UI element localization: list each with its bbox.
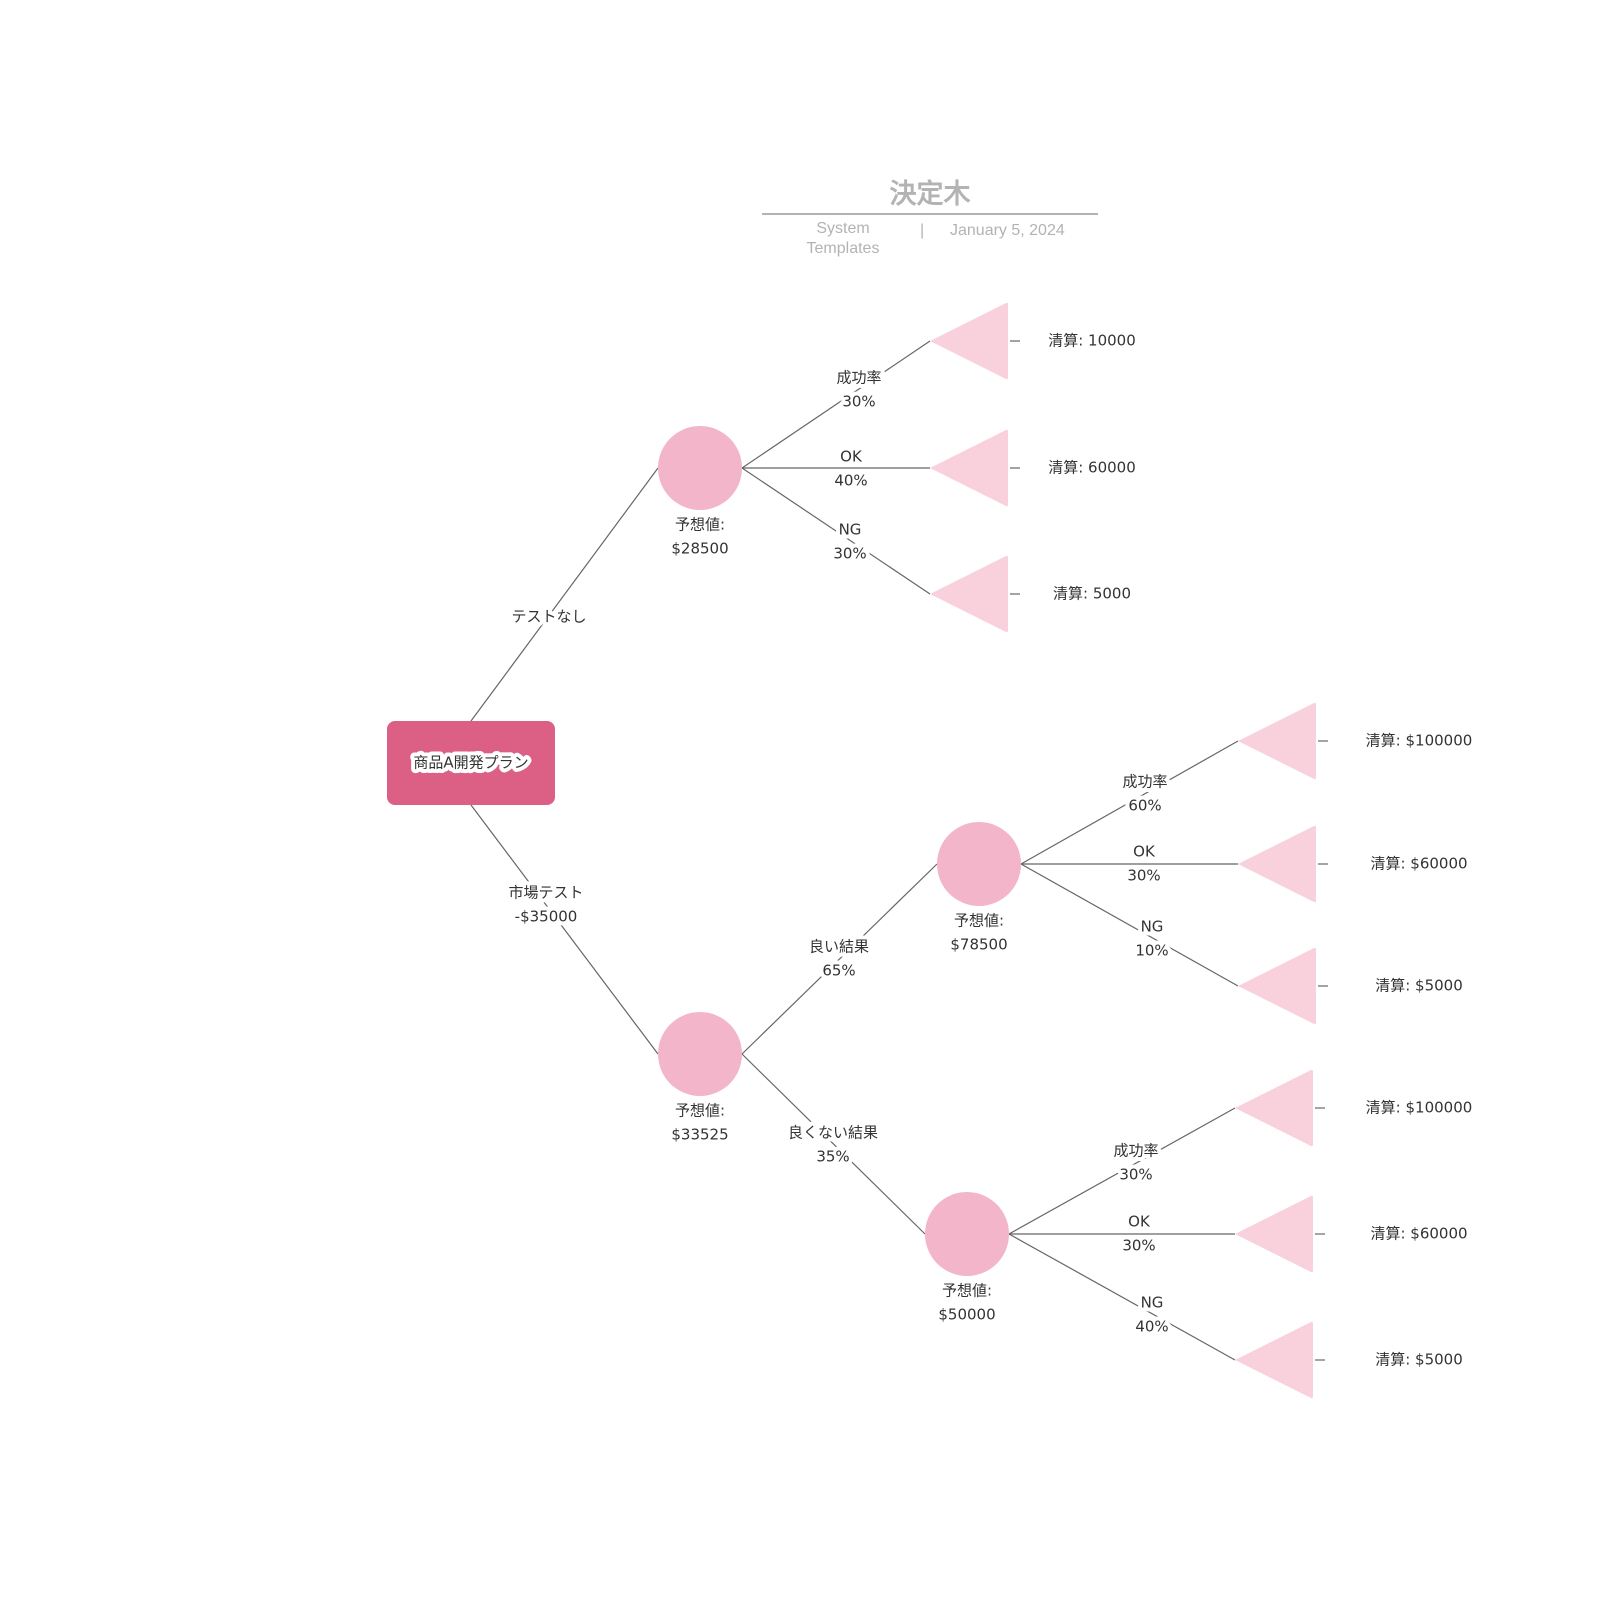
probability-label: 成功率 (1122, 773, 1167, 791)
decision-label: -$35000 (515, 908, 578, 926)
end-node (930, 555, 1008, 633)
probability-label: OK (1133, 843, 1156, 861)
payoff-label: 清算: $60000 (1370, 855, 1467, 873)
probability-label: 40% (1135, 1318, 1168, 1336)
probability-label: 30% (842, 393, 875, 411)
title-divider (762, 213, 1098, 215)
diagram-title: 決定木 (889, 179, 971, 210)
probability-branch (1020, 863, 1239, 987)
probability-branch (1008, 1233, 1236, 1361)
probability-label: 60% (1128, 797, 1161, 815)
probability-label: NG (839, 521, 862, 539)
date-label: January 5, 2024 (950, 222, 1065, 239)
root-label: 商品A開発プラン (413, 754, 528, 772)
decision-label: テストなし (511, 608, 586, 626)
payoff-label: 清算: 5000 (1053, 585, 1131, 603)
end-node (930, 429, 1008, 507)
end-node (1238, 702, 1316, 780)
outcome-label: 良くない結果 (788, 1124, 878, 1142)
payoff-label: 清算: 10000 (1048, 332, 1136, 350)
payoff-label: 清算: $100000 (1366, 732, 1473, 750)
probability-label: 40% (834, 472, 867, 490)
probability-label: OK (840, 448, 863, 466)
probability-label: 成功率 (1113, 1142, 1158, 1160)
decision-branch (470, 804, 659, 1055)
end-node (1238, 825, 1316, 903)
chance-node (658, 1012, 742, 1096)
header-separator: | (920, 222, 925, 239)
end-node (1238, 947, 1316, 1025)
end-node (1235, 1069, 1313, 1147)
payoff-label: 清算: 60000 (1048, 459, 1136, 477)
decision-label: 市場テスト (508, 884, 583, 902)
end-node (930, 302, 1008, 380)
decision-branch (470, 467, 659, 722)
end-node (1235, 1321, 1313, 1399)
probability-branch (741, 467, 931, 595)
author-label: System Templates (806, 220, 880, 257)
root-decision-node (387, 721, 555, 805)
probability-label: 10% (1135, 942, 1168, 960)
expected-value-label: 予想値: (675, 1102, 725, 1120)
chance-node (937, 822, 1021, 906)
payoff-label: 清算: $60000 (1370, 1225, 1467, 1243)
probability-label: 成功率 (836, 369, 881, 387)
outcome-label: 35% (816, 1148, 849, 1166)
outcome-label: 65% (822, 962, 855, 980)
expected-value-label: $33525 (671, 1126, 728, 1144)
chance-node (658, 426, 742, 510)
probability-label: NG (1141, 918, 1164, 936)
expected-value-label: $78500 (950, 936, 1007, 954)
outcome-branch (741, 863, 938, 1055)
probability-label: 30% (1119, 1166, 1152, 1184)
expected-value-label: 予想値: (675, 516, 725, 534)
probability-branch (1008, 1107, 1236, 1235)
probability-branch (1020, 740, 1239, 865)
expected-value-label: $28500 (671, 540, 728, 558)
payoff-label: 清算: $100000 (1366, 1099, 1473, 1117)
payoff-label: 清算: $5000 (1375, 1351, 1463, 1369)
probability-branch (741, 340, 931, 469)
probability-label: 30% (1127, 867, 1160, 885)
expected-value-label: 予想値: (942, 1282, 992, 1300)
probability-label: NG (1141, 1294, 1164, 1312)
outcome-branch (741, 1053, 926, 1235)
probability-label: 30% (833, 545, 866, 563)
probability-label: 30% (1122, 1237, 1155, 1255)
payoff-label: 清算: $5000 (1375, 977, 1463, 995)
expected-value-label: 予想値: (954, 912, 1004, 930)
probability-label: OK (1128, 1213, 1151, 1231)
outcome-label: 良い結果 (809, 938, 869, 956)
expected-value-label: $50000 (938, 1306, 995, 1324)
end-node (1235, 1195, 1313, 1273)
chance-node (925, 1192, 1009, 1276)
